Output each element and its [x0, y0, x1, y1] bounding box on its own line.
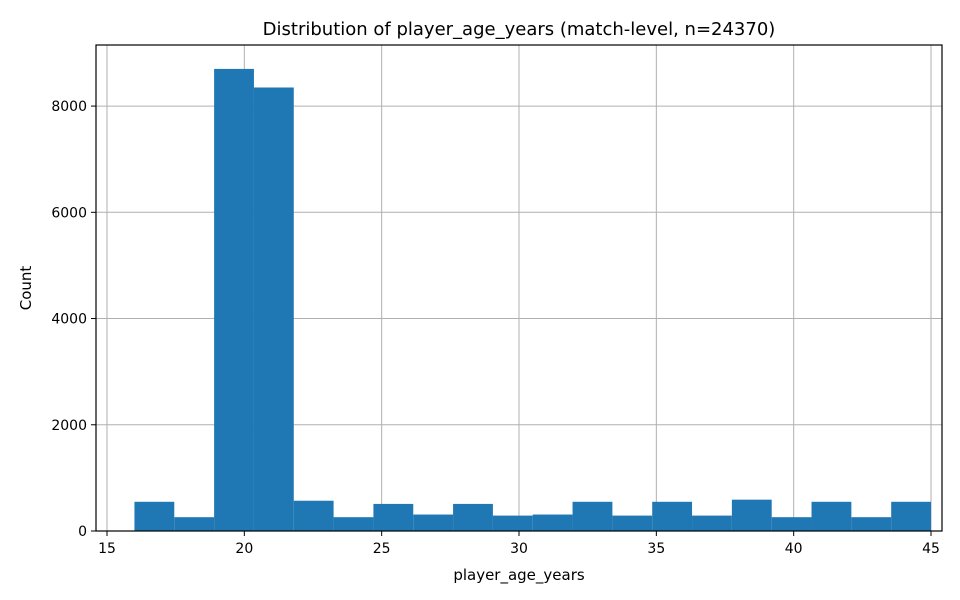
x-tick-label: 30 — [510, 541, 528, 557]
y-tick-label: 2000 — [51, 418, 87, 434]
x-tick-label: 40 — [785, 541, 803, 557]
histogram-bar — [293, 500, 334, 531]
x-tick-label: 15 — [98, 541, 116, 557]
histogram-bar — [333, 517, 374, 531]
histogram-bar — [731, 499, 772, 531]
y-axis-title: Count — [17, 266, 35, 311]
histogram-bar — [492, 515, 533, 531]
x-tick-label: 35 — [647, 541, 665, 557]
histogram-bar — [214, 68, 254, 531]
histogram-bar — [453, 503, 493, 531]
histogram-bar — [174, 517, 215, 531]
bars — [134, 68, 932, 531]
x-axis-title: player_age_years — [453, 566, 585, 585]
y-tick-label: 0 — [78, 524, 87, 540]
y-tick-label: 6000 — [51, 205, 87, 221]
y-tick-label: 4000 — [51, 312, 87, 328]
histogram-bar — [851, 517, 892, 531]
x-tick-label: 45 — [922, 541, 940, 557]
histogram-bar — [134, 501, 175, 531]
histogram-bar — [373, 503, 414, 531]
histogram-bar — [532, 514, 573, 531]
histogram-bar — [771, 517, 812, 531]
histogram-bar — [253, 87, 294, 531]
histogram-bar — [413, 514, 454, 531]
chart-title: Distribution of player_age_years (match-… — [263, 19, 776, 40]
histogram-bar — [652, 501, 693, 531]
histogram-bar — [692, 515, 732, 531]
histogram-bar — [572, 501, 613, 531]
x-tick-label: 25 — [373, 541, 391, 557]
y-tick-label: 8000 — [51, 99, 87, 115]
histogram-bar — [811, 501, 852, 531]
histogram-bar — [891, 501, 932, 531]
ticks: 15 20 25 30 35 40 45 0 2000 4000 6000 8000 — [51, 99, 940, 557]
x-tick-label: 20 — [235, 541, 253, 557]
histogram-bar — [612, 515, 653, 531]
